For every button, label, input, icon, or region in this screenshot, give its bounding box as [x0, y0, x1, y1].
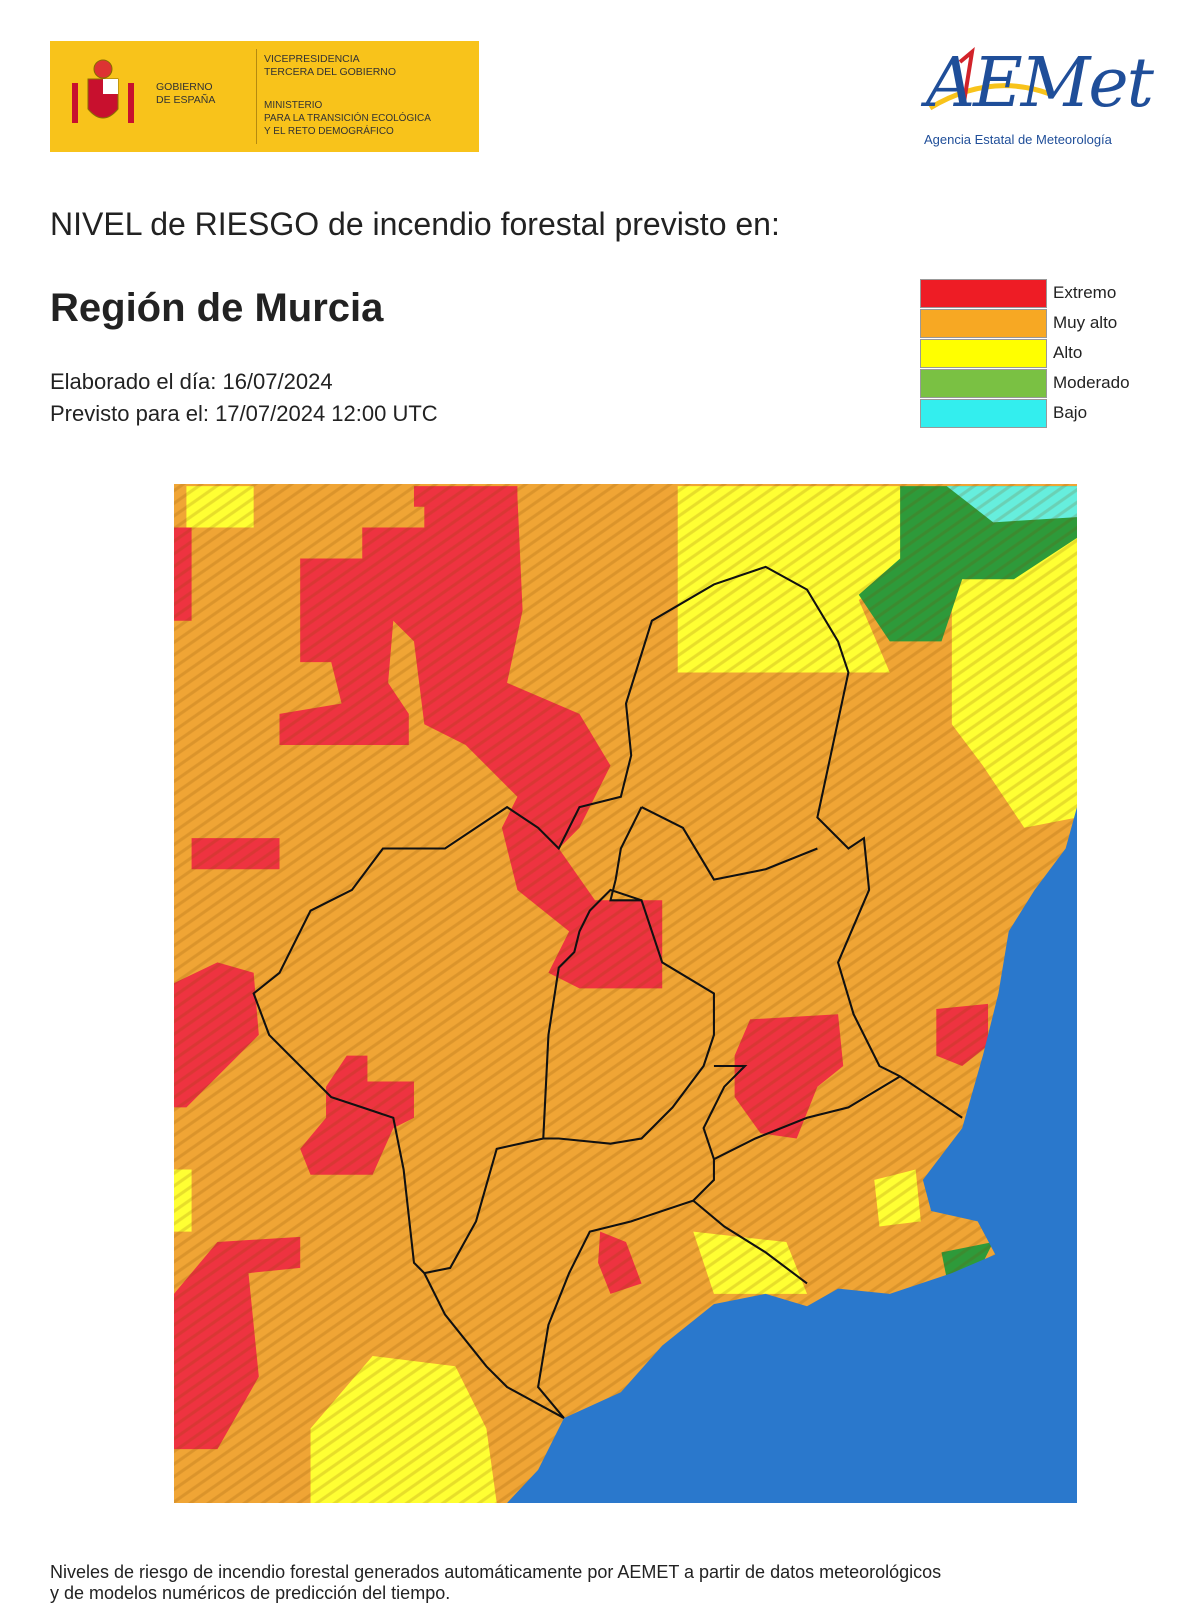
- title: NIVEL de RIESGO de incendio forestal pre…: [50, 206, 780, 242]
- footer-line: y de modelos numéricos de predicción del…: [50, 1583, 451, 1603]
- vice-presidency: VICEPRESIDENCIA TERCERA DEL GOBIERNO: [264, 53, 396, 79]
- coat-of-arms: [72, 59, 134, 123]
- text-line: Y EL RETO DEMOGRÁFICO: [264, 126, 394, 137]
- logo-subtitle: Agencia Estatal de Meteorología: [924, 132, 1112, 147]
- legend-label: Moderado: [1053, 373, 1130, 392]
- text-line: GOBIERNO: [156, 81, 213, 93]
- valid-date: Previsto para el: 17/07/2024 12:00 UTC: [50, 401, 438, 426]
- legend-label: Bajo: [1053, 403, 1088, 422]
- text-line: PARA LA TRANSICIÓN ECOLÓGICA: [264, 113, 431, 124]
- risk-map: [174, 484, 1077, 1503]
- logo-name: AEMet: [926, 44, 1154, 123]
- government-logo: GOBIERNO DE ESPAÑA VICEPRESIDENCIA TERCE…: [50, 41, 479, 152]
- region-name: Región de Murcia: [50, 286, 384, 330]
- legend-label: Extremo: [1053, 283, 1117, 302]
- footer: Niveles de riesgo de incendio forestal g…: [50, 1562, 941, 1604]
- separator: [256, 49, 257, 144]
- government-name: GOBIERNO DE ESPAÑA: [156, 81, 215, 107]
- text-line: MINISTERIO: [264, 100, 323, 111]
- legend-swatch: [920, 399, 1047, 428]
- ministry: MINISTERIO PARA LA TRANSICIÓN ECOLÓGICA …: [264, 99, 431, 138]
- logo-swoosh: [928, 47, 1051, 111]
- legend-label: Muy alto: [1053, 313, 1118, 332]
- footer-line: Niveles de riesgo de incendio forestal g…: [50, 1562, 942, 1582]
- text-line: VICEPRESIDENCIA: [264, 53, 360, 65]
- legend-swatch: [920, 339, 1047, 368]
- issued-date: Elaborado el día: 16/07/2024: [50, 369, 333, 394]
- legend-swatch: [920, 369, 1047, 398]
- text-line: TERCERA DEL GOBIERNO: [264, 66, 397, 78]
- district-borders: [252, 565, 963, 1419]
- legend-swatch: [920, 279, 1047, 308]
- legend-label: Alto: [1053, 343, 1083, 362]
- legend-swatch: [920, 309, 1047, 338]
- sea: [507, 807, 1077, 1503]
- aemet-logo: AEMet Agencia Estatal de Meteorología: [920, 42, 1160, 152]
- text-line: DE ESPAÑA: [156, 94, 216, 106]
